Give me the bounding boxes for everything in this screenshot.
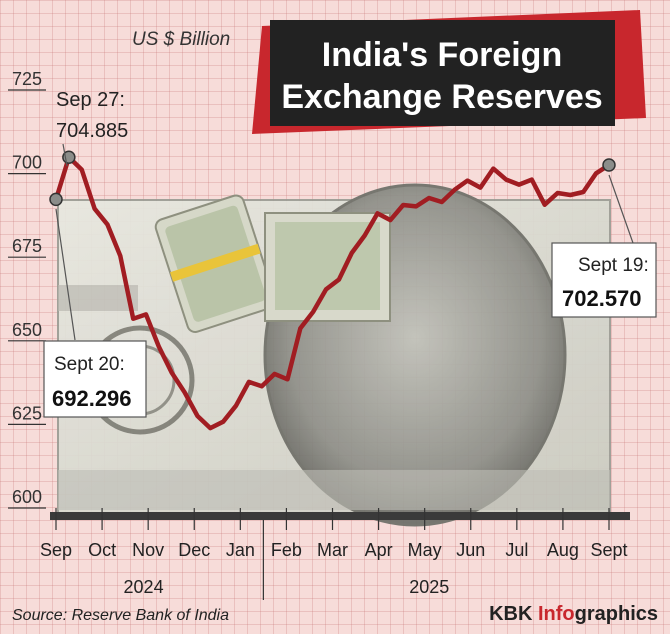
cash-bundles-illustration bbox=[154, 194, 391, 333]
x-tick-label: Feb bbox=[271, 540, 302, 560]
title-block: India's Foreign Exchange Reserves bbox=[252, 10, 646, 134]
annotation-sept19-value: 702.570 bbox=[562, 286, 642, 311]
annotation-sept19-box bbox=[551, 242, 657, 318]
x-tick-label: Apr bbox=[365, 540, 393, 560]
x-tick-label: Sept bbox=[590, 540, 627, 560]
annotation-sept19-label: Sept 19: bbox=[578, 255, 649, 276]
x-axis-bar bbox=[50, 512, 630, 520]
leader-sep27 bbox=[62, 143, 68, 167]
brand-part1: KBK bbox=[489, 603, 538, 625]
y-tick-label: 625 bbox=[12, 403, 42, 423]
y-tick-label: 725 bbox=[12, 69, 42, 89]
annotation-sept20-label: Sept 20: bbox=[54, 354, 125, 375]
annotation-sep27-value: 704.885 bbox=[56, 120, 128, 142]
y-axis: 600 625 650 675 700 725 bbox=[8, 69, 46, 509]
y-tick-label: 600 bbox=[12, 487, 42, 507]
brand-logo: KBK Infographics bbox=[489, 603, 658, 625]
annotation-sept20-value: 692.296 bbox=[52, 386, 132, 411]
y-tick-label: 675 bbox=[12, 236, 42, 256]
y-tick-label: 650 bbox=[12, 320, 42, 340]
x-axis: Sep Oct Nov Dec Jan Feb Mar Apr May Jun Jul Aug Sept… bbox=[40, 508, 630, 600]
x-tick-label: Jan bbox=[226, 540, 255, 560]
x-tick-label: Oct bbox=[88, 540, 116, 560]
x-tick-label: Dec bbox=[178, 540, 210, 560]
leader-sept20 bbox=[55, 208, 76, 341]
y-tick-label: 700 bbox=[12, 153, 42, 173]
x-tick-label: Sep bbox=[40, 540, 72, 560]
x-tick-label: Aug bbox=[547, 540, 579, 560]
x-tick-label: May bbox=[408, 540, 442, 560]
year-label: 2025 bbox=[409, 577, 449, 597]
annotation-sep27-label: Sep 27: bbox=[56, 89, 125, 111]
x-tick-label: Jul bbox=[505, 540, 528, 560]
leader-sept19 bbox=[608, 174, 634, 244]
brand-part3: graphics bbox=[575, 603, 658, 625]
highlight-point bbox=[49, 192, 63, 207]
x-tick-label: Nov bbox=[132, 540, 164, 560]
x-tick-label: Jun bbox=[456, 540, 485, 560]
unit-label: US $ Billion bbox=[132, 29, 230, 50]
x-tick-label: Mar bbox=[317, 540, 348, 560]
source-note: Source: Reserve Bank of India bbox=[12, 607, 229, 624]
chart-title-line1: India's Foreign bbox=[322, 36, 562, 74]
brand-part2: Info bbox=[538, 603, 575, 625]
annotation-sept20-box bbox=[43, 340, 147, 418]
highlight-point bbox=[602, 158, 616, 172]
reserves-line bbox=[53, 155, 612, 431]
year-label: 2024 bbox=[124, 577, 164, 597]
chart-title-line2: Exchange Reserves bbox=[281, 78, 602, 116]
